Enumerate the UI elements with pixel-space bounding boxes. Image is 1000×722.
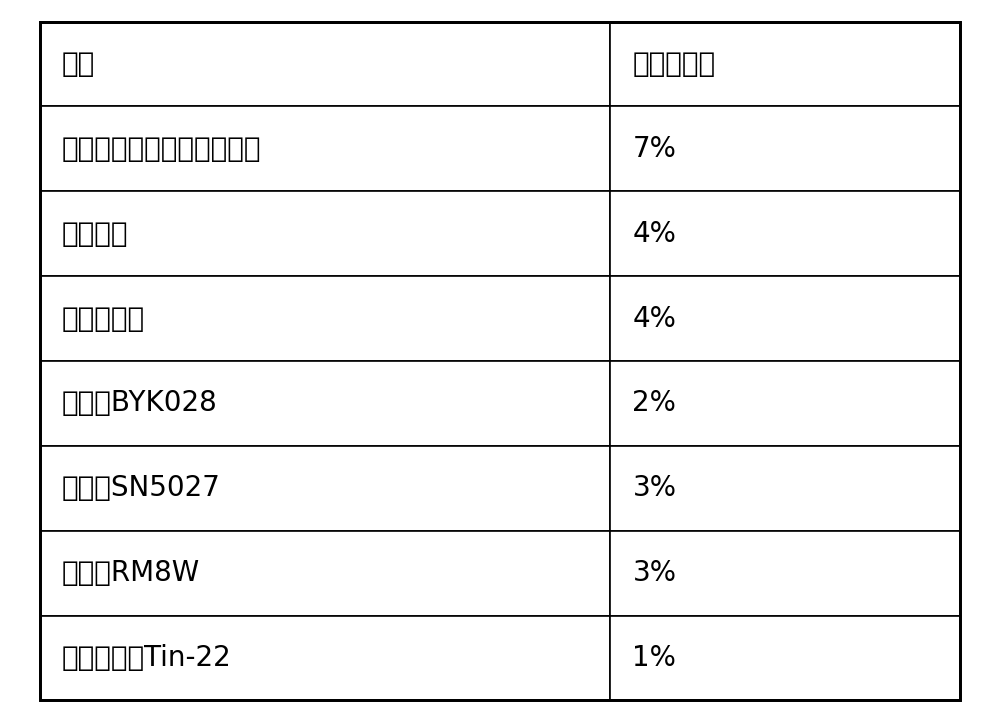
Text: 2%: 2%: [632, 389, 676, 417]
Bar: [40, 106, 610, 191]
Bar: [40, 277, 610, 361]
Text: 1%: 1%: [632, 644, 676, 672]
Bar: [610, 531, 960, 615]
Bar: [40, 361, 610, 445]
Bar: [610, 106, 960, 191]
Text: 分散剂SN5027: 分散剂SN5027: [62, 474, 221, 503]
Text: 流变剂RM8W: 流变剂RM8W: [62, 559, 200, 587]
Text: 4%: 4%: [632, 219, 676, 248]
Bar: [40, 191, 610, 277]
Text: 4%: 4%: [632, 305, 676, 333]
Text: 质量百分比: 质量百分比: [632, 50, 716, 78]
Bar: [610, 445, 960, 531]
Text: 3%: 3%: [632, 559, 676, 587]
Bar: [40, 22, 610, 106]
Text: 7%: 7%: [632, 135, 676, 163]
Text: 消泡剂BYK028: 消泡剂BYK028: [62, 389, 218, 417]
Text: 导电钛白粉: 导电钛白粉: [62, 305, 145, 333]
Text: 导电炭黑: 导电炭黑: [62, 219, 128, 248]
Bar: [40, 615, 610, 700]
Text: 催干剂德谦Tin-22: 催干剂德谦Tin-22: [62, 644, 232, 672]
Bar: [610, 277, 960, 361]
Bar: [610, 22, 960, 106]
Bar: [40, 531, 610, 615]
Text: 3%: 3%: [632, 474, 676, 503]
Bar: [610, 615, 960, 700]
Text: 溴代正十六烷改性碳纳米管: 溴代正十六烷改性碳纳米管: [62, 135, 262, 163]
Text: 名称: 名称: [62, 50, 95, 78]
Bar: [40, 445, 610, 531]
Bar: [610, 361, 960, 445]
Bar: [610, 191, 960, 277]
